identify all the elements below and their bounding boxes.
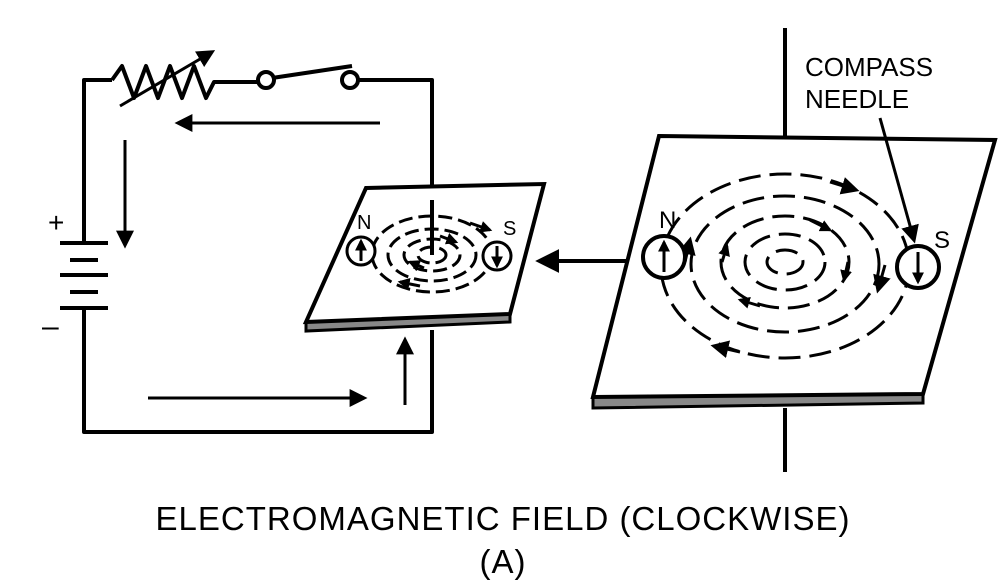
callout-line1: COMPASS bbox=[805, 52, 933, 82]
small-plate-south-label: S bbox=[503, 218, 516, 240]
switch-blade bbox=[272, 66, 352, 78]
large-plate-north-label: N bbox=[659, 207, 676, 234]
switch-terminal-right bbox=[342, 72, 358, 88]
caption-title: ELECTROMAGNETIC FIELD (CLOCKWISE) bbox=[0, 500, 1006, 538]
switch-terminal-left bbox=[258, 72, 274, 88]
small-plate: N S bbox=[306, 184, 544, 331]
caption-subtitle: (A) bbox=[0, 543, 1006, 581]
large-plate-south-label: S bbox=[934, 227, 950, 254]
battery-minus-label: – bbox=[42, 310, 59, 343]
wire-top-left bbox=[84, 80, 112, 243]
large-plate: N S bbox=[593, 28, 995, 472]
rheostat bbox=[112, 66, 258, 98]
small-plate-north-label: N bbox=[357, 212, 371, 234]
battery-plus-label: + bbox=[48, 207, 64, 238]
callout-line2: NEEDLE bbox=[805, 84, 909, 114]
battery bbox=[60, 243, 108, 308]
